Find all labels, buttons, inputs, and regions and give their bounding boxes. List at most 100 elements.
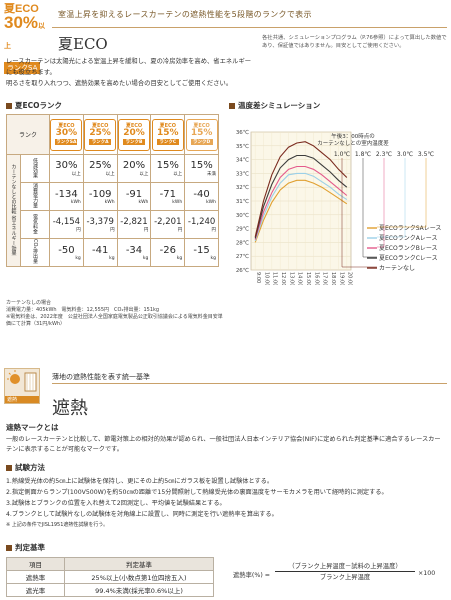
shanetsu-subtitle: 薄地の遮熱性能を表す統一基準 (52, 373, 150, 381)
bill-cell: -3,379 円 (82, 210, 118, 239)
logo-rank-tag: ランクSA (4, 62, 41, 74)
co2-cell: -41 kg (82, 238, 118, 267)
badge-tag: ランクA (89, 138, 112, 145)
badge-tag: ランクB (122, 138, 145, 145)
x-tick-label: 16:00 (313, 272, 319, 285)
sim-heading-text: 温度差シミュレーション (238, 101, 321, 110)
bill-unit: 円 (76, 227, 81, 233)
shanetsu-logo-label: 遮熱 (5, 396, 39, 403)
power-cell: -40 kWh (184, 182, 219, 211)
temperature-chart: 36℃ 35℃ 34℃ 33℃ 32℃ 31℃ 30℃ 29℃ 28℃ 27℃ 26℃ 9:00 10:… (229, 110, 447, 286)
cut-value: 25% (89, 160, 112, 171)
series-line (254, 179, 348, 243)
cut-unit: 未満 (207, 172, 216, 177)
rank-table: ランク 夏ECO 30% ランクSA 夏ECO 25% ランクA 夏ECO 20% ランクB… (6, 114, 219, 267)
cut-cell: 20% 以上 (116, 154, 152, 183)
x-tick-label: 17:00 (322, 272, 328, 285)
temp-diff-label: 1.0℃ (334, 151, 351, 158)
co2-value: -41 (92, 244, 109, 256)
row-label-cell: 低減効果 (20, 154, 50, 183)
cut-value: 15% (190, 160, 213, 171)
badge-eco: 夏ECO (58, 122, 75, 129)
x-tick-label: 13:00 (288, 272, 294, 285)
chart-svg: 36℃ 35℃ 34℃ 33℃ 32℃ 31℃ 30℃ 29℃ 28℃ 27℃ 26℃ 9:00 10:… (236, 129, 442, 286)
mark-description: 一般のレースカーテンと比較して、節電対策上の相対的効果が認められ、一般社団法人日… (6, 436, 441, 453)
series-line (254, 165, 348, 240)
summer-eco-logo: 夏ECO 30%以上 ランクSA (4, 4, 48, 74)
y-tick-label: 26℃ (236, 267, 249, 274)
y-tick-label: 33℃ (236, 170, 249, 177)
method-step: 3.試験体とブランクの位置を入れ替えて2回測定し、平均値を試験結果とする。 (6, 500, 226, 507)
header-divider (52, 6, 447, 28)
co2-unit: kg (109, 255, 115, 261)
power-cell: -134 kWh (49, 182, 84, 211)
heading-square-icon (229, 102, 235, 109)
bill-unit: 円 (143, 227, 149, 233)
criteria-table: 項目 判定基準 遮熱率 25%以上(小数点第1位四捨五入) 遮光率 99.4%未… (6, 557, 214, 597)
method-list: 1.熱線受光体の約5㎝上に試験体を保持し、更にその上約5㎝にガラス板を設置し試験… (6, 476, 444, 531)
page-subtitle: 室温上昇を抑えるレースカーテンの遮熱性能を5段階のランクで表示 (58, 10, 312, 19)
method-step: 2.指定側面からランプ(100V500W)を約50㎝の距離で15分間照射して熱線… (6, 489, 388, 496)
legend-label: 夏ECOランクAレース (379, 235, 438, 242)
leader-line (362, 158, 377, 258)
criteria-col-header: 判定基準 (64, 557, 214, 571)
power-value: -40 (193, 188, 210, 200)
bill-cell: -4,154 円 (49, 210, 84, 239)
heading-square-icon (6, 464, 12, 471)
cut-cell: 30% 以上 (49, 154, 84, 183)
x-tick-label: 14:00 (297, 272, 303, 285)
leader-line (377, 158, 385, 248)
y-tick-label: 29℃ (236, 226, 249, 233)
side-label-cell: カーテンなしとの比較 省エネルギー効果 (6, 154, 21, 267)
temp-diff-label: 3.5℃ (418, 151, 435, 158)
x-tick-label: 18:00 (330, 272, 336, 285)
row-label-co2: CO₂排出量 (32, 239, 38, 264)
power-unit: kWh (138, 199, 149, 205)
rank-badge-a: 夏ECO 25% ランクA (84, 118, 117, 151)
rank-cell: 夏ECO 20% ランクB (116, 114, 152, 155)
rank-badge-c: 夏ECO 15% ランクC (151, 118, 184, 151)
criteria-row: 遮熱率 25%以上(小数点第1位四捨五入) (6, 570, 214, 584)
bill-value: -4,154 (52, 216, 81, 227)
method-note: ※ 上記の条件でJISL1951遮熱性試験を行う。 (6, 522, 109, 528)
logo-percent-value: 30% (4, 13, 39, 32)
power-unit: kWh (172, 199, 183, 205)
rank-notes: カーテンなしの場合 消費電力量：405kWh 電気料金：12,555円 CO₂排… (6, 300, 226, 328)
power-cell: -71 kWh (150, 182, 186, 211)
criteria-heading: 判定基準 (6, 542, 45, 553)
heading-square-icon (6, 544, 12, 551)
power-value: -134 (55, 188, 78, 200)
legend-label: 夏ECOランクBレース (379, 245, 438, 252)
row-label-cell: CO₂排出量 (20, 238, 50, 267)
cut-unit: 以上 (105, 172, 115, 177)
criteria-row: 遮光率 99.4%未満(採光率0.6%以上) (6, 583, 214, 597)
rank-cell: 夏ECO 30% ランクSA (49, 114, 84, 155)
method-heading-text: 試験方法 (15, 463, 45, 472)
power-unit: kWh (104, 199, 115, 205)
co2-value: -26 (159, 244, 176, 256)
badge-tag: ランクD (190, 138, 213, 145)
logo-percent: 30%以上 (4, 13, 48, 55)
sun-window-icon (7, 370, 37, 392)
row-co2: CO₂排出量 -50 kg -41 kg -34 kg -26 kg -15 kg (7, 238, 219, 267)
badge-pct: 25% (89, 127, 111, 138)
temp-diff-label: 1.8℃ (355, 151, 372, 158)
rank-section-heading: 夏ECOランク (6, 100, 62, 111)
badge-pct: 15% (190, 127, 213, 138)
shanetsu-title: 遮熱 (52, 398, 88, 419)
shanetsu-formula: 遮熱率(%) = （ブランク上昇温度－試料の上昇温度） ブランク上昇温度 ×10… (233, 556, 447, 596)
x-tick-label: 12:00 (280, 272, 286, 285)
row-label-cut: 低減効果 (32, 157, 38, 178)
co2-unit: kg (176, 255, 183, 261)
intro-text: レースカーテンは太陽光による室温上昇を緩和し、夏の冷房効率を高め、省エネルギーに… (6, 56, 256, 89)
formula-lhs: 遮熱率(%) = (233, 572, 271, 579)
series-line (254, 172, 348, 242)
intro-line: 明るさを取り入れつつ、遮熱効果を高めたい場合の目安としてご使用ください。 (6, 80, 233, 87)
intro-line: レースカーテンは太陽光による室温上昇を緩和し、夏の冷房効率を高め、省エネルギーに… (6, 58, 252, 76)
power-value: -91 (125, 188, 143, 200)
rank-cell: 夏ECO 15% ランクC (150, 114, 186, 155)
rank-badge-row: ランク 夏ECO 30% ランクSA 夏ECO 25% ランクA 夏ECO 20% ランクB… (6, 114, 219, 155)
rank-badge-sa: 夏ECO 30% ランクSA (50, 118, 83, 151)
co2-unit: kg (210, 255, 216, 261)
row-label-bill: 電気料金 (32, 213, 38, 234)
